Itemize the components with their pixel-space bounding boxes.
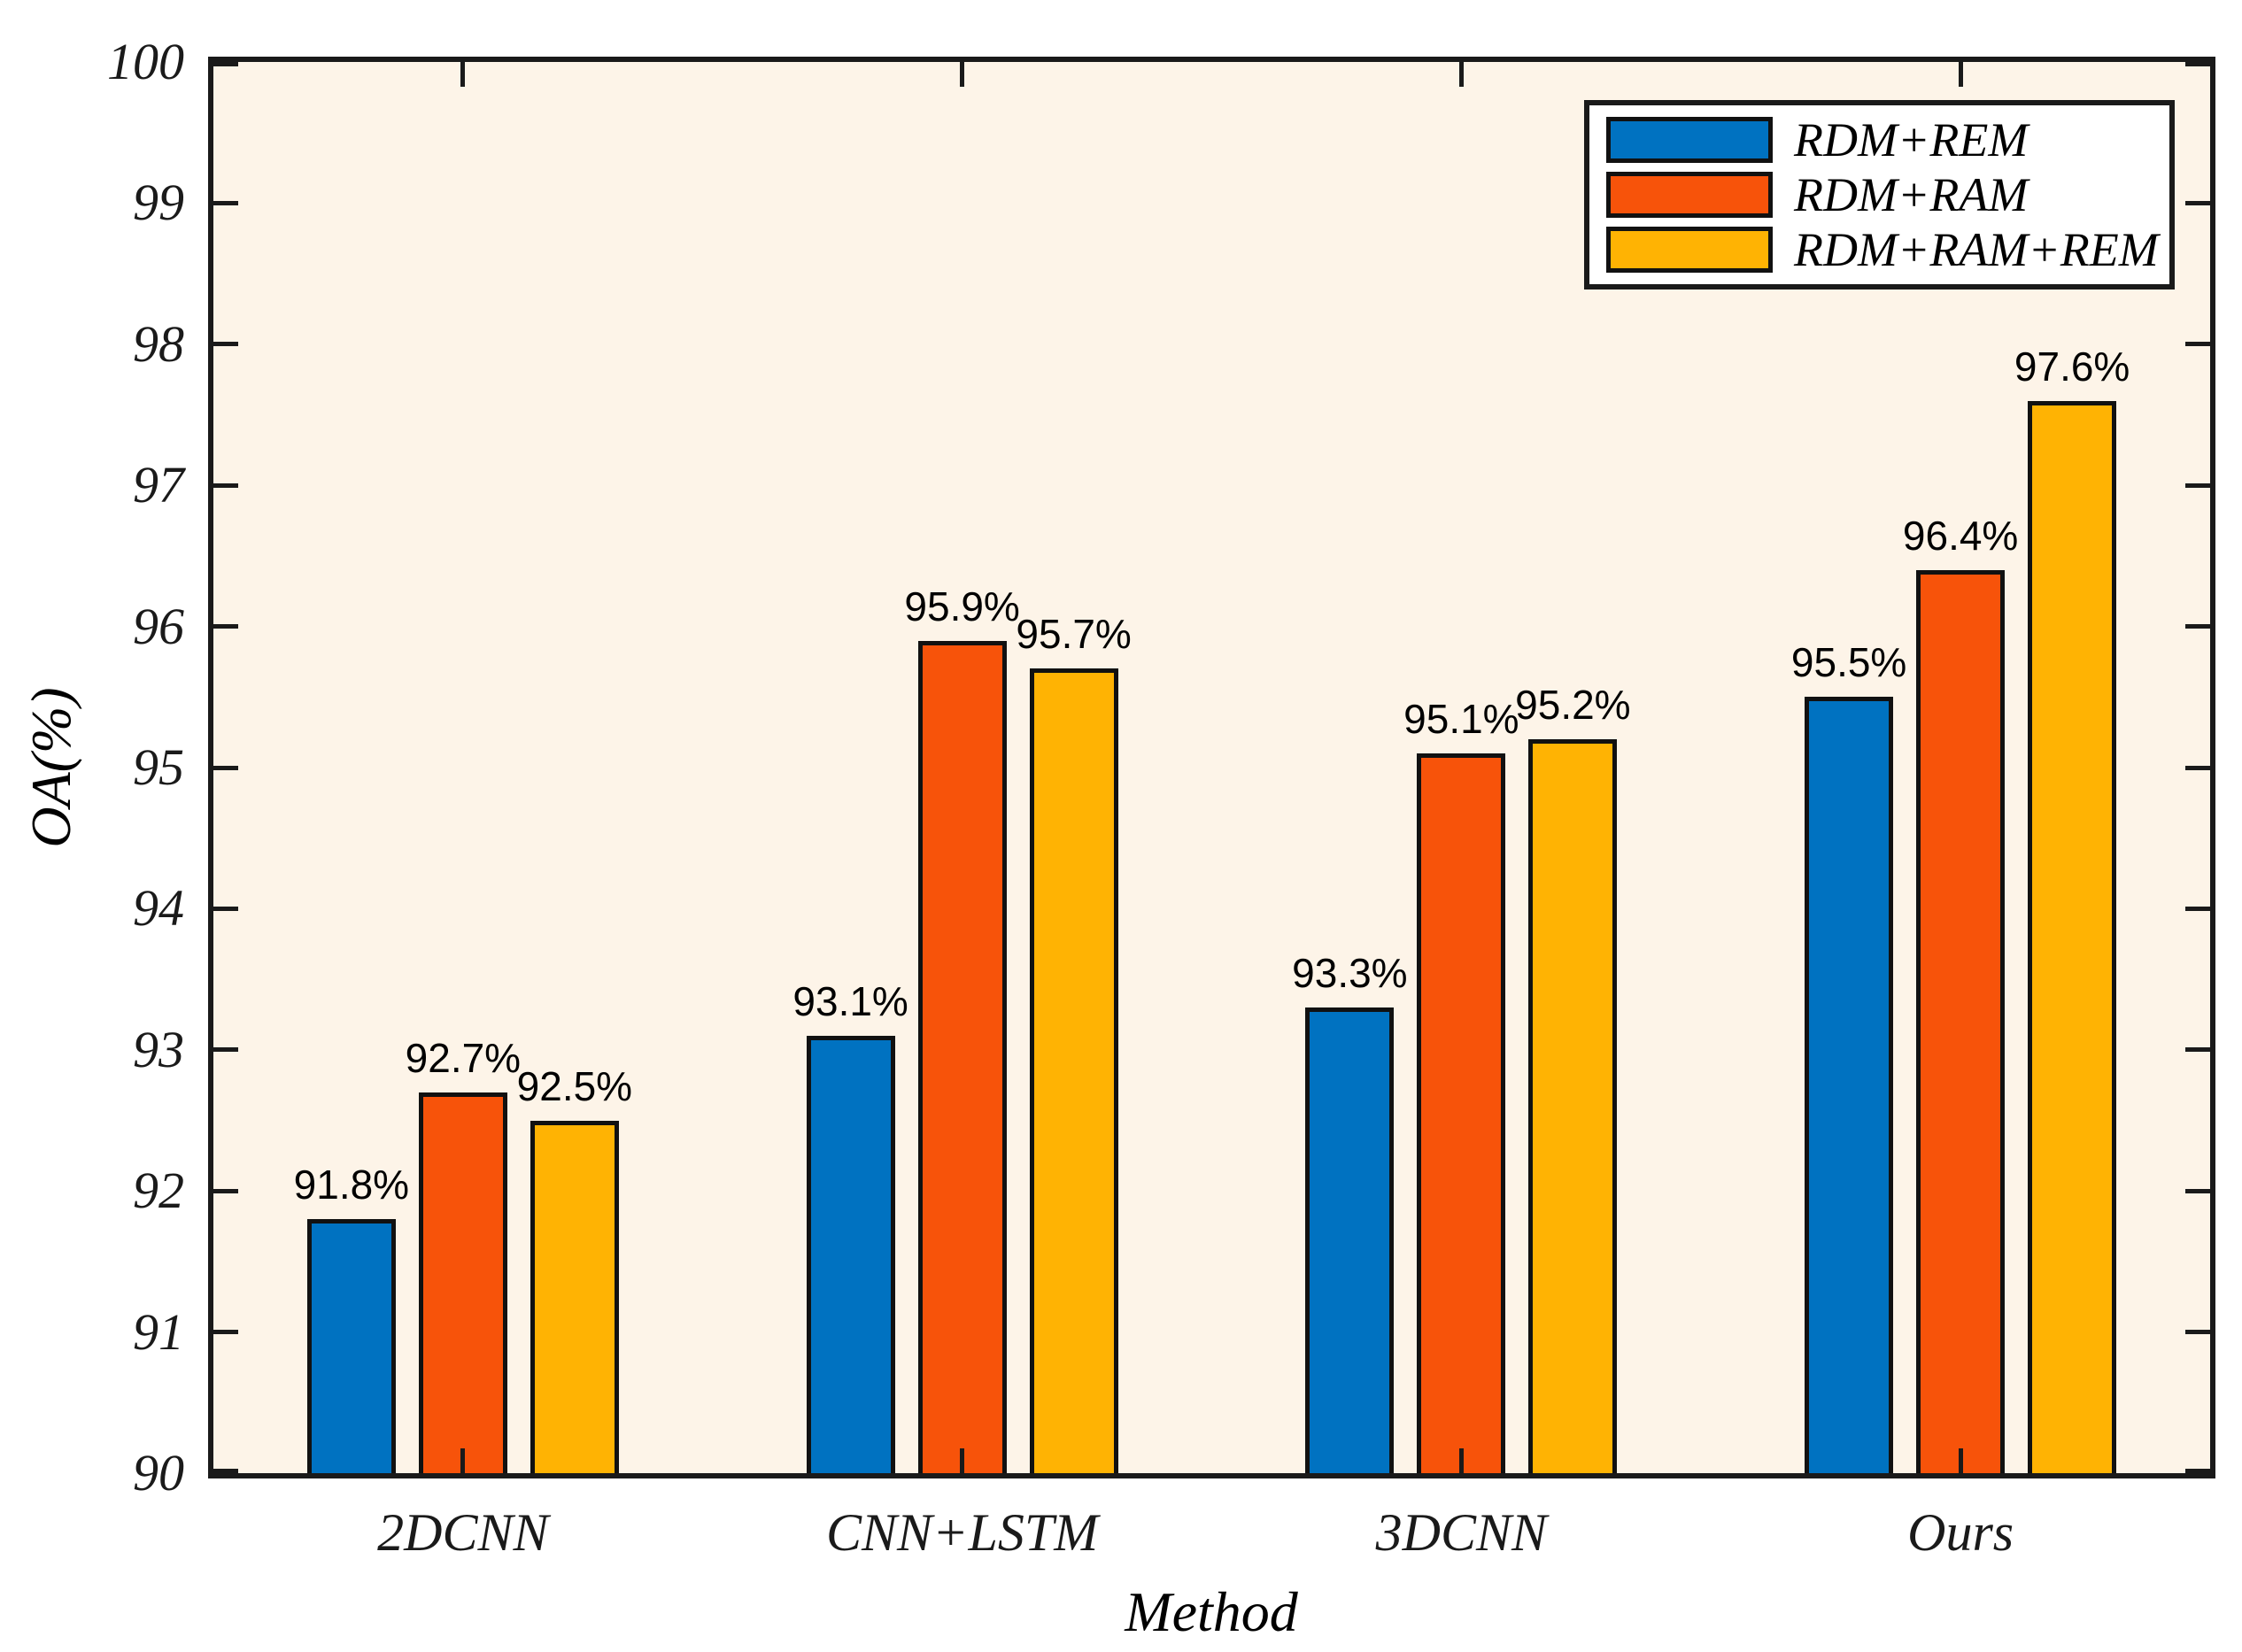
x-tick-mark xyxy=(1458,1448,1464,1473)
x-tick-mark xyxy=(460,62,466,87)
bar-value-label: 95.9% xyxy=(904,583,1020,629)
legend-label: RDM+REM xyxy=(1794,113,2029,166)
y-axis-title: OA(%) xyxy=(19,687,82,848)
y-tick-mark xyxy=(213,62,238,66)
legend-swatch xyxy=(1606,117,1773,163)
y-tick-mark xyxy=(213,1330,238,1335)
bar-value-label: 95.5% xyxy=(1790,639,1907,686)
y-tick-mark xyxy=(213,906,238,911)
bar-RDM+RAM-Ours xyxy=(1916,569,2006,1473)
bar-value-label: 93.1% xyxy=(792,977,908,1024)
y-tick-mark xyxy=(2185,1469,2210,1473)
x-tick-label-3DCNN: 3DCNN xyxy=(1375,1503,1548,1562)
bar-RDM+REM-3DCNN xyxy=(1305,1007,1395,1473)
x-tick-label-2DCNN: 2DCNN xyxy=(377,1503,549,1562)
bar-value-label: 95.2% xyxy=(1515,682,1631,729)
y-tick-mark xyxy=(2185,200,2210,205)
x-tick-label-CNN+LSTM: CNN+LSTM xyxy=(825,1503,1099,1562)
y-tick-mark xyxy=(2185,482,2210,488)
y-tick-mark xyxy=(213,1188,238,1193)
legend-label: RDM+RAM xyxy=(1794,168,2029,221)
y-tick-label: 90 xyxy=(133,1444,184,1501)
y-tick-label: 99 xyxy=(133,174,184,232)
x-tick-mark xyxy=(460,1448,466,1473)
bar-RDM+REM-2DCNN xyxy=(306,1219,396,1473)
y-tick-mark xyxy=(213,765,238,770)
legend-swatch xyxy=(1606,227,1773,273)
y-tick-mark xyxy=(2185,906,2210,911)
bar-RDM+RAM-CNN+LSTM xyxy=(917,640,1007,1473)
y-tick-mark xyxy=(2185,624,2210,629)
y-tick-mark xyxy=(213,624,238,629)
bar-RDM+RAM-3DCNN xyxy=(1417,753,1506,1473)
bar-RDM+RAM+REM-2DCNN xyxy=(530,1120,619,1473)
x-axis-title: Method xyxy=(1125,1580,1298,1643)
plot-area: 91.8% 93.1% 93.3% 95.5% 92.7% 95.9% 95.1% 96.4%… xyxy=(208,57,2215,1478)
y-tick-label: 96 xyxy=(133,597,184,655)
y-tick-mark xyxy=(213,482,238,488)
bar-value-label: 95.1% xyxy=(1403,696,1519,743)
bar-value-label: 92.7% xyxy=(405,1034,522,1081)
y-tick-label: 94 xyxy=(133,879,184,938)
y-tick-label: 93 xyxy=(133,1020,184,1078)
legend-label: RDM+RAM+REM xyxy=(1794,223,2159,276)
y-tick-label: 98 xyxy=(133,314,184,373)
bar-value-label: 92.5% xyxy=(516,1062,633,1109)
x-tick-mark xyxy=(1958,62,1963,87)
legend-item-RDM+REM: RDM+REM xyxy=(1606,114,2161,166)
bar-value-label: 96.4% xyxy=(1902,512,2019,559)
legend-item-RDM+RAM: RDM+RAM xyxy=(1606,169,2161,220)
bar-RDM+RAM-2DCNN xyxy=(418,1092,507,1473)
y-tick-mark xyxy=(2185,1330,2210,1335)
x-tick-mark xyxy=(1958,1448,1963,1473)
bar-value-label: 93.3% xyxy=(1292,949,1408,996)
bar-value-label: 95.7% xyxy=(1016,611,1132,658)
y-tick-mark xyxy=(213,200,238,205)
x-tick-mark xyxy=(1458,62,1464,87)
bar-value-label: 91.8% xyxy=(293,1162,410,1208)
legend: RDM+REM RDM+RAM RDM+RAM+REM xyxy=(1584,100,2175,289)
y-tick-mark xyxy=(213,1469,238,1473)
legend-swatch xyxy=(1606,172,1773,218)
bar-value-label: 97.6% xyxy=(2014,343,2130,390)
legend-item-RDM+RAM+REM: RDM+RAM+REM xyxy=(1606,224,2161,275)
y-tick-mark xyxy=(2185,765,2210,770)
x-tick-label-Ours: Ours xyxy=(1907,1503,2014,1562)
bar-RDM+RAM+REM-Ours xyxy=(2028,400,2117,1473)
y-tick-label: 92 xyxy=(133,1162,184,1220)
y-tick-label: 100 xyxy=(107,33,184,90)
y-tick-mark xyxy=(213,342,238,347)
bar-RDM+REM-Ours xyxy=(1805,697,1894,1473)
y-tick-label: 95 xyxy=(133,738,184,796)
y-tick-mark xyxy=(2185,342,2210,347)
y-tick-label: 91 xyxy=(133,1302,184,1361)
y-tick-mark xyxy=(2185,62,2210,66)
bar-RDM+REM-CNN+LSTM xyxy=(806,1035,895,1473)
bar-RDM+RAM+REM-3DCNN xyxy=(1528,739,1618,1473)
bar-RDM+RAM+REM-CNN+LSTM xyxy=(1029,668,1118,1473)
y-tick-mark xyxy=(2185,1188,2210,1193)
x-tick-mark xyxy=(960,62,965,87)
y-tick-mark xyxy=(2185,1047,2210,1053)
y-tick-label: 97 xyxy=(133,456,184,514)
x-tick-mark xyxy=(960,1448,965,1473)
y-tick-mark xyxy=(213,1047,238,1053)
